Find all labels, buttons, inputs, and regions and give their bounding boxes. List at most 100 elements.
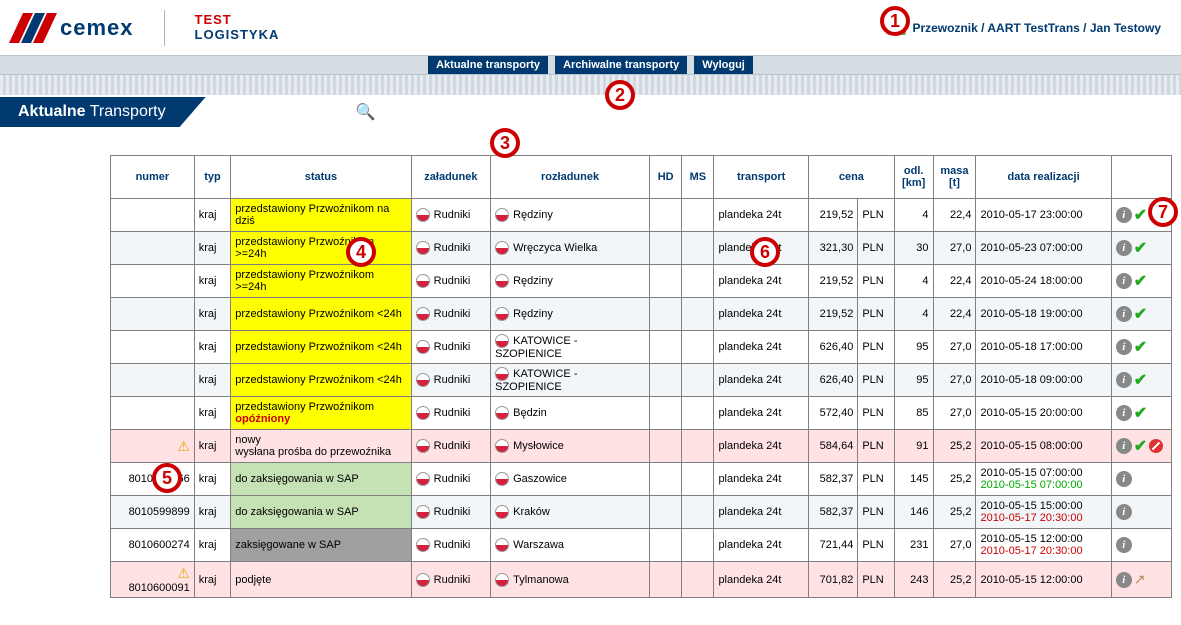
cell-masa: 27,0 bbox=[933, 364, 976, 397]
cell-hd bbox=[650, 331, 682, 364]
cell-ms bbox=[682, 232, 714, 265]
cell-actions: i✔ bbox=[1111, 364, 1171, 397]
info-icon[interactable]: i bbox=[1116, 306, 1132, 322]
nav-archiwalne[interactable]: Archiwalne transporty bbox=[555, 56, 687, 74]
cell-odl: 4 bbox=[894, 298, 933, 331]
info-icon[interactable]: i bbox=[1116, 537, 1132, 553]
cell-rozladunek: Gaszowice bbox=[491, 463, 650, 496]
user-icon bbox=[892, 21, 906, 35]
col-odl[interactable]: odl. [km] bbox=[894, 156, 933, 199]
cell-typ: kraj bbox=[194, 265, 231, 298]
open-icon[interactable]: ↗ bbox=[1134, 571, 1146, 587]
accept-icon[interactable]: ✔ bbox=[1134, 273, 1147, 290]
cell-masa: 25,2 bbox=[933, 463, 976, 496]
cell-typ: kraj bbox=[194, 496, 231, 529]
col-numer[interactable]: numer bbox=[111, 156, 195, 199]
cell-currency: PLN bbox=[858, 529, 895, 562]
cell-status: nowywysłana prośba do przewoźnika bbox=[231, 430, 411, 463]
accept-icon[interactable]: ✔ bbox=[1134, 438, 1147, 455]
info-icon[interactable]: i bbox=[1116, 240, 1132, 256]
cell-zaladunek: Rudniki bbox=[411, 364, 490, 397]
cell-numer bbox=[111, 232, 195, 265]
table-row: ⚠ krajnowywysłana prośba do przewoźnikaR… bbox=[111, 430, 1172, 463]
cell-odl: 95 bbox=[894, 364, 933, 397]
cell-data: 2010-05-17 23:00:00 bbox=[976, 199, 1111, 232]
cell-status: przedstawiony Przwoźnikom <24h bbox=[231, 331, 411, 364]
cell-odl: 4 bbox=[894, 265, 933, 298]
cell-hd bbox=[650, 430, 682, 463]
flag-pl-icon bbox=[416, 241, 430, 255]
header: cemex TEST LOGISTYKA Przewoznik / AART T… bbox=[0, 0, 1181, 55]
cell-cena: 582,37 bbox=[808, 496, 857, 529]
cell-hd bbox=[650, 397, 682, 430]
info-icon[interactable]: i bbox=[1116, 471, 1132, 487]
nav-wyloguj[interactable]: Wyloguj bbox=[694, 56, 753, 74]
table-row: krajprzedstawiony Przwoźnikom na dziśRud… bbox=[111, 199, 1172, 232]
cell-currency: PLN bbox=[858, 562, 895, 598]
cell-rozladunek: Mysłowice bbox=[491, 430, 650, 463]
cell-typ: kraj bbox=[194, 364, 231, 397]
col-masa[interactable]: masa [t] bbox=[933, 156, 976, 199]
col-status[interactable]: status bbox=[231, 156, 411, 199]
flag-pl-icon bbox=[416, 373, 430, 387]
accept-icon[interactable]: ✔ bbox=[1134, 207, 1147, 224]
col-data[interactable]: data realizacji bbox=[976, 156, 1111, 199]
cell-rozladunek: Rędziny bbox=[491, 298, 650, 331]
cell-numer: ⚠ bbox=[111, 430, 195, 463]
cell-numer: 8010600274 bbox=[111, 529, 195, 562]
cell-status: przedstawiony Przwoźnikomopóźniony bbox=[231, 397, 411, 430]
cell-hd bbox=[650, 298, 682, 331]
accept-icon[interactable]: ✔ bbox=[1134, 405, 1147, 422]
col-hd[interactable]: HD bbox=[650, 156, 682, 199]
flag-pl-icon bbox=[416, 538, 430, 552]
suite-title: TEST LOGISTYKA bbox=[195, 13, 280, 42]
cell-status: do zaksięgowania w SAP bbox=[231, 463, 411, 496]
flag-pl-icon bbox=[495, 241, 509, 255]
cell-hd bbox=[650, 232, 682, 265]
col-zaladunek[interactable]: załadunek bbox=[411, 156, 490, 199]
cell-hd bbox=[650, 529, 682, 562]
col-rozladunek[interactable]: rozładunek bbox=[491, 156, 650, 199]
info-icon[interactable]: i bbox=[1116, 207, 1132, 223]
info-icon[interactable]: i bbox=[1116, 405, 1132, 421]
cell-typ: kraj bbox=[194, 562, 231, 598]
flag-pl-icon bbox=[416, 406, 430, 420]
info-icon[interactable]: i bbox=[1116, 438, 1132, 454]
cell-masa: 27,0 bbox=[933, 529, 976, 562]
info-icon[interactable]: i bbox=[1116, 504, 1132, 520]
col-ms[interactable]: MS bbox=[682, 156, 714, 199]
cell-rozladunek: Będzin bbox=[491, 397, 650, 430]
info-icon[interactable]: i bbox=[1116, 339, 1132, 355]
col-typ[interactable]: typ bbox=[194, 156, 231, 199]
nav-aktualne[interactable]: Aktualne transporty bbox=[428, 56, 548, 74]
col-transport[interactable]: transport bbox=[714, 156, 809, 199]
cell-ms bbox=[682, 496, 714, 529]
info-icon[interactable]: i bbox=[1116, 273, 1132, 289]
accept-icon[interactable]: ✔ bbox=[1134, 306, 1147, 323]
cell-cena: 582,37 bbox=[808, 463, 857, 496]
cell-zaladunek: Rudniki bbox=[411, 463, 490, 496]
cell-ms bbox=[682, 331, 714, 364]
accept-icon[interactable]: ✔ bbox=[1134, 240, 1147, 257]
cell-hd bbox=[650, 265, 682, 298]
reject-icon[interactable] bbox=[1149, 439, 1163, 453]
cell-cena: 321,30 bbox=[808, 232, 857, 265]
nav-strip: Aktualne transporty Archiwalne transport… bbox=[0, 55, 1181, 75]
cell-actions: i bbox=[1111, 529, 1171, 562]
cell-masa: 25,2 bbox=[933, 562, 976, 598]
cell-numer bbox=[111, 397, 195, 430]
cell-numer bbox=[111, 364, 195, 397]
cell-odl: 243 bbox=[894, 562, 933, 598]
col-cena[interactable]: cena bbox=[808, 156, 894, 199]
info-icon[interactable]: i bbox=[1116, 372, 1132, 388]
cell-hd bbox=[650, 199, 682, 232]
cell-numer bbox=[111, 265, 195, 298]
info-icon[interactable]: i bbox=[1116, 572, 1132, 588]
cell-odl: 91 bbox=[894, 430, 933, 463]
deco-band bbox=[0, 75, 1181, 95]
accept-icon[interactable]: ✔ bbox=[1134, 339, 1147, 356]
accept-icon[interactable]: ✔ bbox=[1134, 372, 1147, 389]
cell-ms bbox=[682, 199, 714, 232]
table-row: ⚠ 8010600091krajpodjęteRudnikiTylmanowap… bbox=[111, 562, 1172, 598]
search-icon[interactable]: 🔍 bbox=[356, 102, 376, 122]
